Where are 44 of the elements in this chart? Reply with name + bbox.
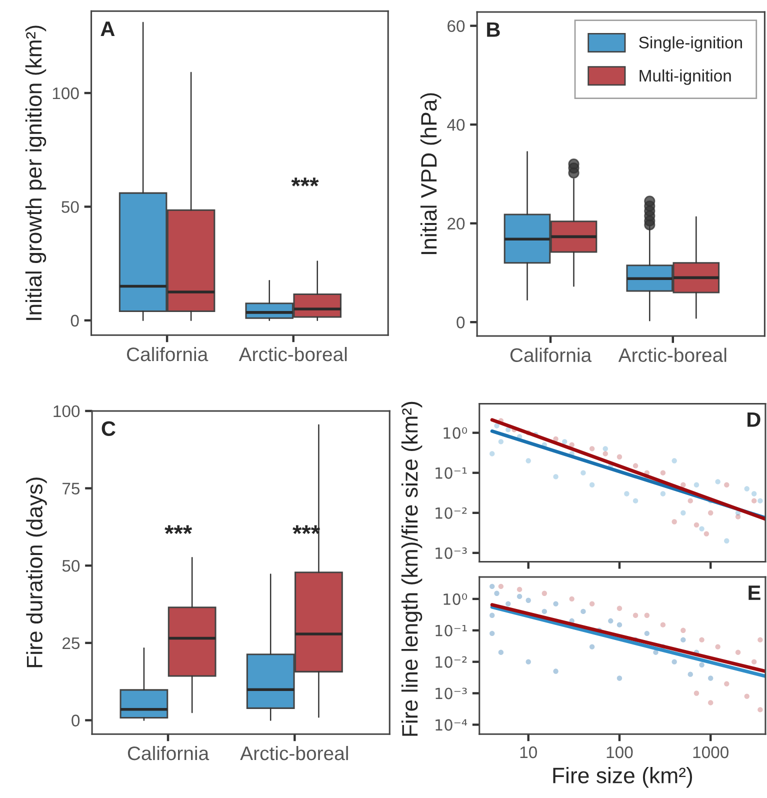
y-tick-label: 20 bbox=[448, 218, 465, 230]
y-tick-label: 100 bbox=[54, 405, 80, 418]
y-tick-label: 10⁰ bbox=[444, 427, 468, 439]
y-tick-label: 40 bbox=[447, 118, 465, 131]
y-axis-title: Fire duration (days) bbox=[26, 478, 47, 668]
y-tick-label: 0 bbox=[456, 316, 465, 328]
text: B bbox=[487, 22, 500, 37]
annotation: *** bbox=[291, 178, 319, 186]
y-tick-label: 10⁻³ bbox=[436, 688, 467, 700]
y-tick-label: 100 bbox=[52, 87, 79, 100]
y-tick-label: 10⁻² bbox=[436, 507, 467, 519]
annotation: D bbox=[748, 412, 760, 427]
annotation: C bbox=[102, 421, 116, 436]
y-tick-label: 0 bbox=[72, 714, 80, 726]
y-tick-label: 10⁻⁴ bbox=[436, 719, 468, 731]
x-tick-label: Arctic-boreal bbox=[618, 348, 726, 362]
y-tick-label: 50 bbox=[62, 560, 80, 572]
x-tick-label: 100 bbox=[606, 746, 633, 758]
annotation: A bbox=[100, 22, 115, 36]
y-tick-label: 50 bbox=[62, 201, 79, 213]
y-tick-label: 10⁻¹ bbox=[436, 467, 467, 479]
y-axis-title: Initial VPD (hPa) bbox=[420, 93, 442, 254]
annotation: *** bbox=[164, 525, 192, 534]
y-tick-label: 60 bbox=[448, 20, 465, 32]
y-tick-label: 10⁻¹ bbox=[436, 624, 467, 636]
y-tick-label: 10⁻³ bbox=[436, 547, 467, 559]
y-axis-title: Initial growth per ignition (km²) bbox=[25, 26, 46, 320]
y-tick-label: 75 bbox=[62, 482, 80, 494]
y-tick-label: 10⁻² bbox=[436, 656, 467, 668]
x-tick-label: California bbox=[510, 348, 592, 362]
y-axis-title: Fire line length (km)/fire size (km²) bbox=[401, 402, 422, 736]
x-tick-label: Arctic-boreal bbox=[238, 346, 347, 362]
annotation: E bbox=[748, 586, 760, 600]
y-tick-label: 0 bbox=[70, 314, 79, 327]
legend-label: Single-ignition bbox=[639, 36, 742, 52]
x-tick-label: California bbox=[128, 746, 210, 760]
y-tick-label: 25 bbox=[62, 637, 80, 650]
legend-label: Multi-ignition bbox=[640, 69, 731, 85]
x-tick-label: 1000 bbox=[693, 746, 728, 758]
x-axis-title: Fire size (km²) bbox=[553, 767, 692, 788]
x-tick-label: 10 bbox=[520, 746, 537, 758]
x-tick-label: California bbox=[126, 346, 208, 362]
x-tick-label: Arctic-boreal bbox=[240, 746, 348, 760]
y-tick-label: 10⁰ bbox=[444, 593, 468, 605]
